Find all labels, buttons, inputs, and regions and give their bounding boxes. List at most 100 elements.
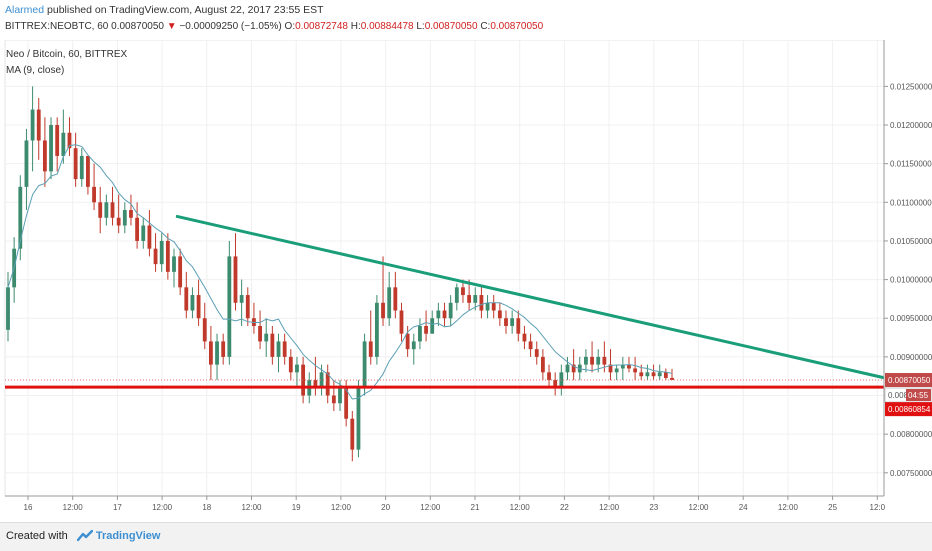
- candle: [590, 341, 594, 373]
- candle-body: [221, 341, 226, 357]
- x-tick-label: 12:00: [241, 503, 262, 512]
- candle: [405, 325, 410, 357]
- candle-body: [227, 256, 232, 357]
- candle: [215, 333, 219, 381]
- candle: [381, 256, 385, 326]
- countdown-box: [906, 389, 931, 402]
- candle-body: [338, 387, 342, 404]
- candle-body: [104, 202, 109, 218]
- x-tick-label: 12:00: [599, 503, 620, 512]
- x-tick-label: 16: [24, 503, 33, 512]
- candle: [663, 368, 668, 381]
- candle-body: [633, 368, 638, 373]
- candle-body: [313, 380, 318, 388]
- candle: [301, 356, 306, 404]
- descending-trendline[interactable]: [175, 214, 885, 380]
- candle: [98, 186, 103, 234]
- candle: [565, 356, 570, 381]
- candle: [411, 333, 416, 365]
- candle: [418, 318, 422, 350]
- candle-body: [331, 395, 336, 404]
- candle: [141, 217, 146, 249]
- candle-body: [454, 287, 459, 303]
- candle-body: [190, 295, 195, 311]
- candle-body: [110, 202, 115, 218]
- candle: [42, 117, 47, 187]
- candle: [522, 325, 527, 350]
- candle: [516, 310, 521, 342]
- candle: [356, 380, 361, 458]
- price-change: −0.00009250 (−1.05%): [179, 21, 282, 32]
- candle-body: [387, 287, 392, 319]
- y-tick-label: 0.00750000: [890, 469, 932, 478]
- candle: [67, 117, 72, 156]
- candle-body: [36, 109, 41, 141]
- candle: [368, 310, 373, 365]
- candle-body: [516, 318, 521, 334]
- candle-body: [86, 155, 90, 187]
- candle: [553, 372, 558, 396]
- candle-body: [147, 225, 152, 249]
- candle-body: [590, 356, 594, 365]
- candle: [172, 248, 176, 288]
- candle: [135, 202, 140, 249]
- candle: [670, 368, 674, 381]
- candle: [6, 271, 10, 342]
- candle-body: [614, 368, 619, 373]
- candle: [165, 233, 170, 280]
- candle: [338, 380, 342, 411]
- candle: [92, 163, 96, 211]
- candle: [73, 132, 78, 187]
- candle-body: [442, 310, 447, 319]
- chart-area[interactable]: 0.01250000 0.01200000 0.01150000 0.01100000…: [0, 40, 932, 522]
- candle-body: [67, 132, 72, 149]
- candle-body: [196, 295, 201, 319]
- candle-body: [42, 140, 47, 172]
- candle: [461, 279, 465, 303]
- tradingview-brand[interactable]: TradingView: [95, 530, 161, 542]
- candle: [202, 302, 207, 350]
- countdown-partial: 0.008: [888, 391, 909, 400]
- candle-body: [159, 240, 164, 265]
- drawn-lines[interactable]: [5, 214, 885, 389]
- candle-body: [362, 341, 367, 388]
- candle: [288, 349, 293, 381]
- candle-body: [55, 125, 60, 156]
- axes: 0.01250000 0.01200000 0.01150000 0.01100000…: [5, 40, 932, 512]
- candle: [510, 310, 515, 334]
- candle: [190, 287, 195, 319]
- legend-ma: MA (9, close): [6, 65, 64, 76]
- candle-body: [596, 356, 601, 365]
- candle: [479, 287, 484, 319]
- candle-body: [534, 349, 539, 357]
- x-tick-label: 12:00: [688, 503, 709, 512]
- publish-line: Alarmed published on TradingView.com, Au…: [5, 4, 324, 16]
- candlestick-chart[interactable]: 0.01250000 0.01200000 0.01150000 0.01100000…: [0, 40, 932, 522]
- author-link[interactable]: Alarmed: [5, 4, 45, 16]
- candle: [454, 283, 459, 311]
- candle-body: [368, 341, 373, 357]
- candle-body: [325, 372, 330, 396]
- candle: [645, 364, 650, 381]
- candle-body: [657, 372, 662, 377]
- candle-body: [264, 333, 269, 342]
- candle-body: [479, 295, 484, 311]
- candle-body: [282, 341, 287, 357]
- candle: [110, 186, 115, 226]
- candle: [227, 240, 232, 365]
- countdown-tag: 0.008 04:55: [884, 387, 932, 403]
- support-price-tag-text: 0.00860854: [888, 405, 931, 414]
- candle-body: [172, 256, 176, 272]
- candle: [528, 333, 533, 357]
- candle-body: [491, 302, 496, 311]
- candle-body: [239, 295, 244, 303]
- candle-body: [245, 295, 250, 319]
- candle-body: [122, 210, 127, 226]
- last-price-tag-text: 0.00870050: [888, 376, 931, 385]
- candle-body: [153, 248, 158, 265]
- candle-body: [208, 341, 213, 365]
- candle: [24, 128, 29, 211]
- candle-body: [418, 325, 422, 342]
- candle-body: [30, 109, 35, 141]
- candle: [331, 380, 336, 411]
